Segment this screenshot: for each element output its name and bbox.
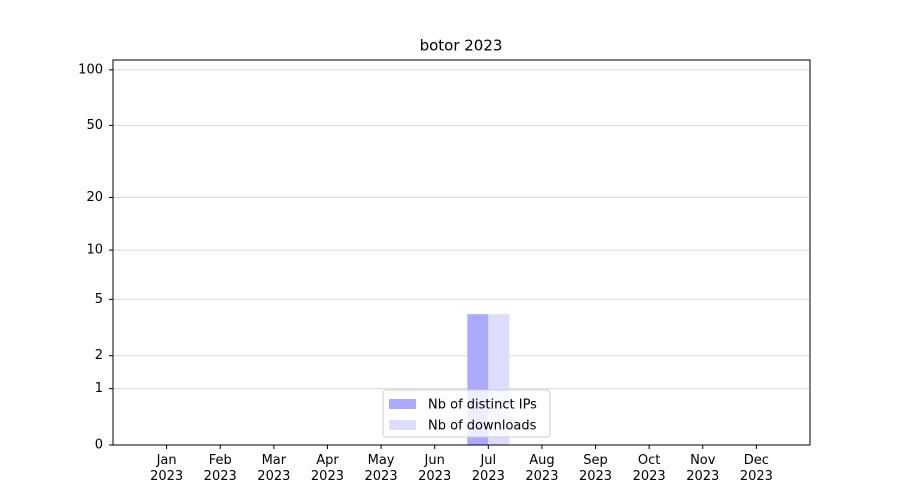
x-tick-label: Apr 2023 (310, 453, 344, 484)
x-tick-label: Sep 2023 (578, 453, 613, 484)
legend-label: Nb of downloads (428, 419, 537, 434)
plot-frame (112, 59, 811, 446)
y-tick-label: 50 (86, 118, 103, 133)
y-tick-label: 100 (78, 62, 103, 77)
x-tick-label: Dec 2023 (739, 453, 773, 484)
legend: Nb of distinct IPs Nb of downloads (382, 389, 551, 438)
y-tick-label: 5 (95, 292, 103, 307)
legend-label: Nb of distinct IPs (428, 398, 537, 413)
legend-frame (382, 389, 551, 438)
y-tick-label: 10 (86, 243, 103, 258)
legend-swatch (389, 420, 416, 430)
x-tick-label: Jul 2023 (471, 453, 505, 484)
x-tick-label: May 2023 (364, 453, 398, 484)
x-tick-label: Oct 2023 (632, 453, 666, 484)
x-tick-label: Jan 2023 (150, 453, 184, 484)
x-tick-label: Mar 2023 (257, 453, 291, 484)
y-tick-label: 2 (95, 348, 103, 363)
y-tick-label: 20 (86, 190, 103, 205)
x-tick-label: Feb 2023 (203, 453, 237, 484)
chart-title: botor 2023 (420, 37, 503, 55)
legend-swatch (389, 399, 416, 409)
x-tick-label: Aug 2023 (525, 453, 559, 484)
x-tick-label: Jun 2023 (418, 453, 452, 484)
y-tick-label: 0 (95, 438, 103, 453)
y-tick-label: 1 (95, 381, 103, 396)
x-tick-label: Nov 2023 (686, 453, 720, 484)
